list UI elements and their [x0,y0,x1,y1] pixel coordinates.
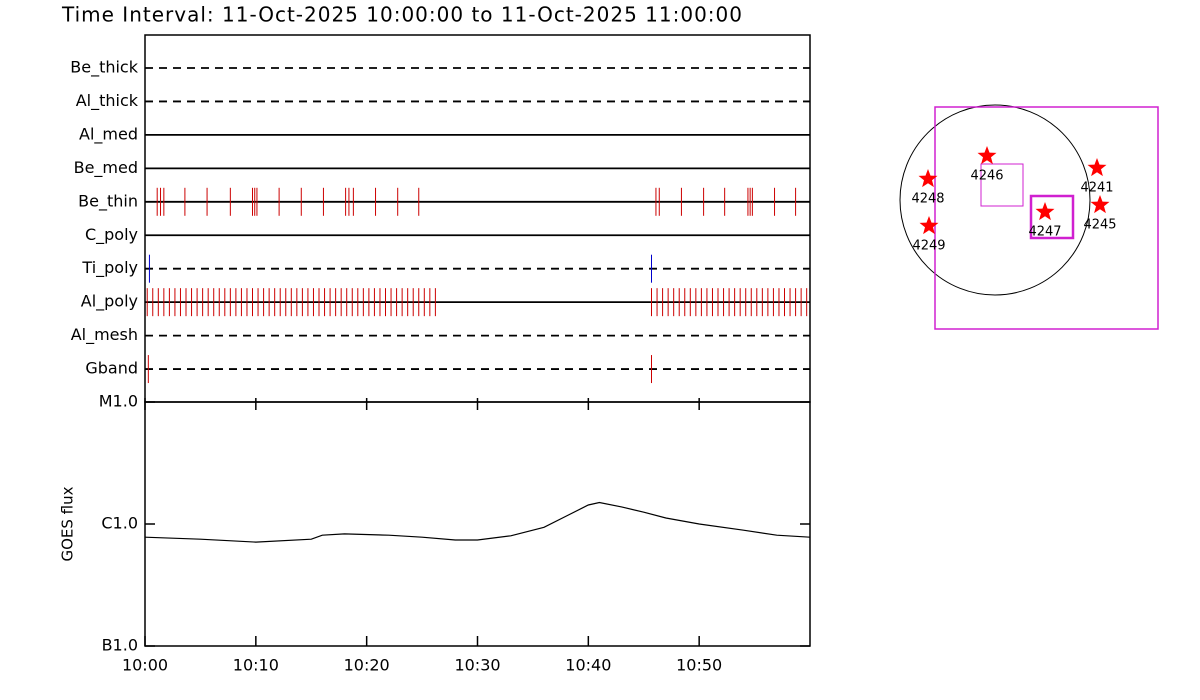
title: Time Interval: 11-Oct-2025 10:00:00 to 1… [61,3,743,27]
row-label: Al_thick [76,91,139,111]
x-tick-label: 10:40 [565,656,611,675]
fov-box [934,106,1159,330]
row-label: Al_mesh [71,325,138,345]
y-tick-label: M1.0 [99,392,138,411]
x-tick-label: 10:20 [344,656,390,675]
y-axis-label: GOES flux [59,486,77,561]
region-label: 4248 [911,192,944,207]
region-star [1090,195,1110,214]
row-label: Gband [85,359,138,378]
region-label: 4247 [1028,225,1061,240]
goes-frame [144,401,811,647]
region-star [1087,158,1107,177]
x-tick-label: 10:30 [454,656,500,675]
x-tick-label: 10:50 [676,656,722,675]
y-tick-label: C1.0 [101,514,138,533]
fov-box [1029,194,1075,240]
region-label: 4245 [1083,218,1116,233]
x-tick-label: 10:00 [122,656,168,675]
region-label: 4246 [970,169,1003,184]
region-star [1035,202,1055,221]
region-star [977,146,997,165]
y-tick-label: B1.0 [102,636,138,655]
row-label: C_poly [85,225,138,245]
region-label: 4249 [912,239,945,254]
solar-disk [899,104,1091,296]
row-label: Be_thin [78,191,138,211]
row-label: Be_med [74,158,138,178]
row-label: Al_med [79,124,138,144]
region-star [919,216,939,235]
map [899,104,1159,330]
timeline-frame [144,34,811,403]
region-label: 4241 [1080,181,1113,196]
fov-box [980,163,1024,207]
row-label: Be_thick [70,58,138,78]
region-star [918,169,938,188]
goes-curve [144,501,811,543]
row-label: Ti_poly [81,258,138,278]
row-label: Al_poly [81,292,138,312]
x-tick-label: 10:10 [233,656,279,675]
